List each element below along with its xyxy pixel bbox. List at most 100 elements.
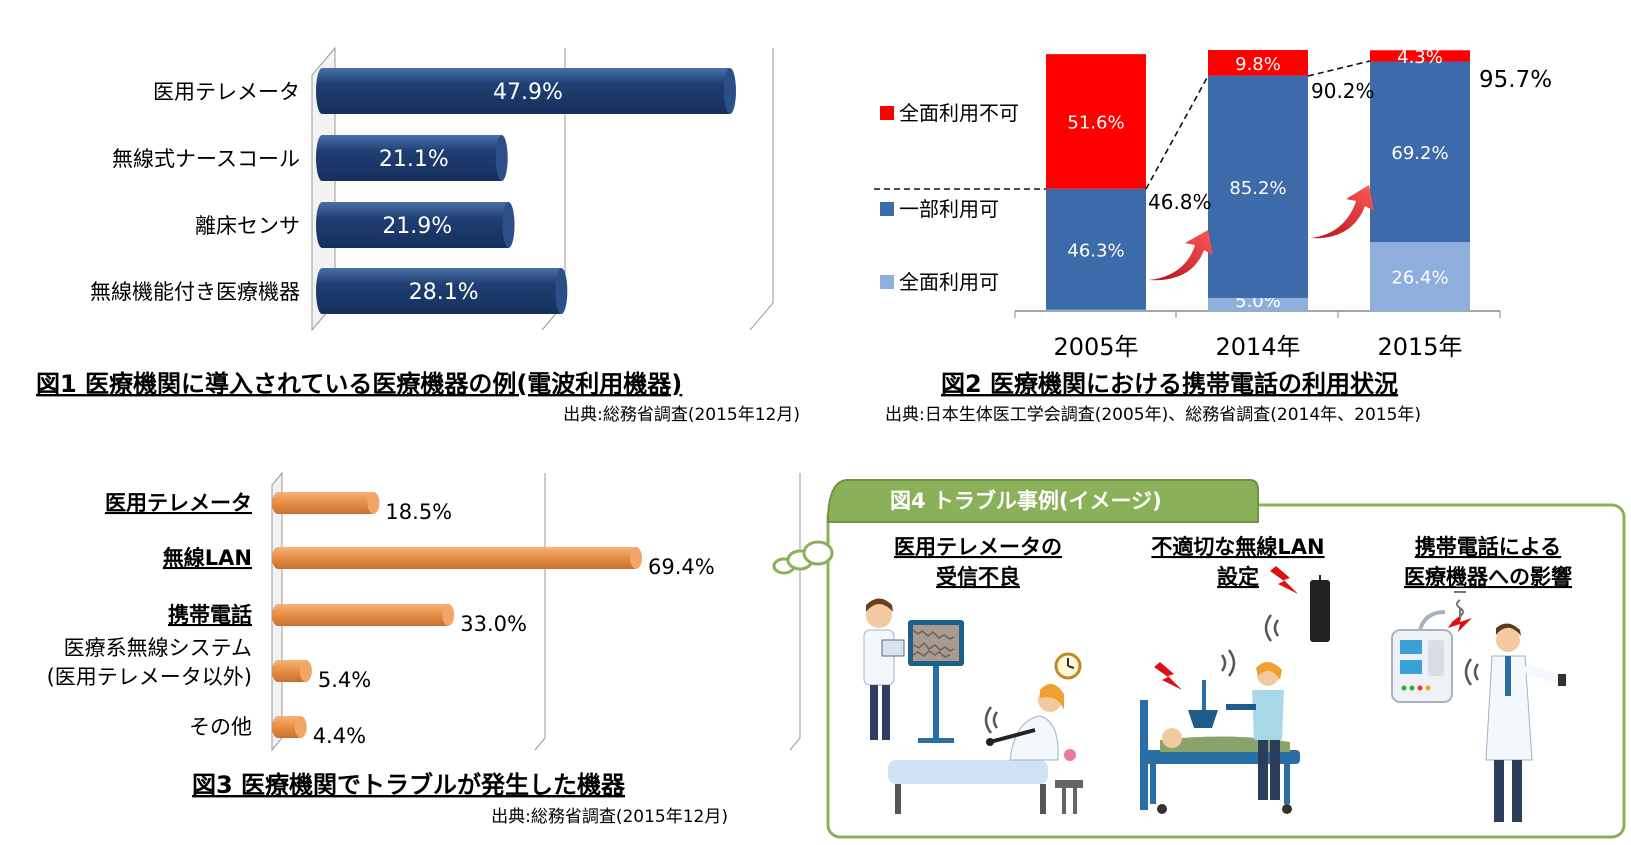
- fig2-bar-segment: [1370, 61, 1470, 243]
- router-icon: [1310, 575, 1330, 642]
- fig2-value-label: 69.2%: [1391, 143, 1448, 164]
- fig1-bar-body: [322, 68, 730, 114]
- monitor-illustration: [908, 620, 964, 743]
- fig2-growth-arrow: [1310, 185, 1374, 239]
- speech-bubble-icon: [772, 540, 834, 575]
- technician-illustration: [1226, 661, 1284, 800]
- fig1-bar-end-cap: [555, 268, 568, 314]
- fig3-bar-body: [278, 547, 636, 569]
- fig3-bar: [272, 716, 307, 738]
- fig1-bar-start-cap: [316, 135, 328, 181]
- fig3-value-label: 4.4%: [313, 724, 366, 748]
- fig3-source: 出典:総務省調査(2015年12月): [491, 807, 728, 827]
- fig2-legend-swatch: [880, 106, 894, 120]
- clock-icon: [1054, 652, 1082, 680]
- fig3-value-label: 33.0%: [460, 612, 527, 636]
- fig3-bar: [272, 547, 642, 569]
- fig3-bar-start-cap: [272, 604, 284, 626]
- signal-waves-icon: [1220, 614, 1280, 677]
- fig3-bar-end-cap: [299, 660, 312, 682]
- fig1-value-label: 21.9%: [382, 214, 452, 239]
- fig1-bar-end-cap: [502, 202, 515, 248]
- fig2-bar-segment: [1370, 242, 1470, 311]
- fig3-bar-end-cap: [442, 604, 455, 626]
- fig2-dashed-guide: [1307, 60, 1371, 77]
- fig1-category-label: 離床センサ: [195, 214, 300, 238]
- fig3-bar-start-cap: [272, 547, 284, 569]
- fig2-chart: 0.5%46.3%51.6%2005年5.0%85.2%9.8%2014年26.…: [874, 47, 1552, 361]
- fig2-legend-label: 全面利用不可: [899, 101, 1019, 125]
- fig2-annotation: 46.8%: [1148, 190, 1212, 214]
- fig1-bar: [316, 202, 515, 248]
- fig2-value-label: 51.6%: [1067, 113, 1124, 134]
- fig3-bar-body: [278, 492, 374, 514]
- fig1-category-label: 医用テレメータ: [153, 80, 300, 104]
- fig2-annotation: 95.7%: [1479, 67, 1552, 93]
- fig1-category-label: 無線機能付き医療機器: [90, 280, 300, 304]
- fig4-title-tab: [826, 479, 1259, 523]
- fig2-value-label: 26.4%: [1391, 268, 1448, 289]
- fig1-value-label: 47.9%: [493, 80, 563, 105]
- fig4-title: 図4 トラブル事例(イメージ): [890, 489, 1162, 513]
- fig2-bar-segment: [1046, 54, 1146, 189]
- fig1-bar-start-cap: [316, 68, 328, 114]
- fig2-bar-segment: [1046, 309, 1146, 311]
- fig3-category-label: 医療系無線システム: [64, 636, 252, 660]
- fig3-caption: 図3 医療機関でトラブルが発生した機器: [192, 771, 626, 799]
- fig4-case-line: 設定: [1217, 565, 1259, 589]
- fig2-annotation: 90.2%: [1311, 79, 1375, 103]
- fig3-value-label: 5.4%: [318, 668, 371, 692]
- fig1-value-label: 28.1%: [409, 280, 479, 305]
- fig2-legend-swatch: [880, 202, 894, 216]
- fig3-grid-line: [534, 737, 546, 751]
- fig2-caption: 図2 医療機関における携帯電話の利用状況: [941, 370, 1398, 398]
- fig2-bar-segment: [1208, 297, 1308, 311]
- fig3-value-label: 18.5%: [385, 500, 452, 524]
- fig2-bar-segment: [1046, 188, 1146, 310]
- fig3-bar-start-cap: [272, 492, 284, 514]
- fig1-bar-start-cap: [316, 202, 328, 248]
- fig1-chart: 47.9% 医用テレメータ 21.1% 無線式ナースコール 21.9% 離床センサ 28.1…: [90, 46, 774, 332]
- fig3-bar: [272, 604, 455, 626]
- fig4-case: 携帯電話による 医療機器への影響: [1404, 535, 1572, 589]
- fig4-case-line: 受信不良: [936, 565, 1020, 589]
- fig1-grid-line: [749, 302, 774, 331]
- fig3-category-label: 無線LAN: [163, 546, 252, 570]
- fig2-legend-label: 全面利用可: [899, 270, 999, 294]
- fig1-category-label: 無線式ナースコール: [112, 147, 300, 171]
- nurse-with-clipboard-illustration: [863, 598, 905, 740]
- doctor-with-phone-illustration: [1485, 623, 1566, 822]
- fig3-category-label: 医用テレメータ: [105, 491, 252, 515]
- fig3-chart: 18.5% 医用テレメータ 69.4% 無線LAN 33.0% 携帯電話 5.4% 医療系無線…: [47, 471, 801, 752]
- fig2-value-label: 46.3%: [1067, 240, 1124, 261]
- fig3-bar-body: [278, 604, 449, 626]
- fig2-growth-arrow: [1148, 230, 1213, 281]
- fig2-category-label: 2015年: [1377, 333, 1462, 361]
- fig2-bar-segment: [1370, 50, 1470, 62]
- fig4-case-line: 医療機器への影響: [1404, 565, 1572, 589]
- fig1-bar-start-cap: [316, 268, 328, 314]
- fig1-bar-body: [322, 135, 502, 181]
- fig3-bar-body: [278, 716, 301, 738]
- fig3-bar: [272, 492, 380, 514]
- fig3-bar-body: [278, 660, 306, 682]
- fig3-bar-end-cap: [630, 547, 642, 569]
- fig2-value-label: 4.3%: [1397, 47, 1443, 68]
- fig4-case-line: 携帯電話による: [1415, 535, 1561, 559]
- fig3-value-label: 69.4%: [648, 555, 715, 579]
- fig2-category-label: 2005年: [1053, 333, 1138, 361]
- fig1-bar-end-cap: [724, 68, 736, 114]
- fig2-legend-label: 一部利用可: [899, 197, 999, 221]
- fig4-case-line: 不適切な無線LAN: [1151, 535, 1324, 559]
- fig2-bar-segment: [1208, 50, 1308, 76]
- signal-waves-icon: [1464, 658, 1480, 686]
- fig1-bar-body: [322, 202, 509, 248]
- fig2-value-label: 85.2%: [1229, 178, 1286, 199]
- patient-in-bed-illustration: [888, 683, 1083, 814]
- fig2-source: 出典:日本生体医工学会調査(2005年)、総務省調査(2014年、2015年): [885, 405, 1421, 425]
- fig3-category-label: (医用テレメータ以外): [47, 665, 252, 689]
- fig4-case: 不適切な無線LAN 設定: [1151, 535, 1324, 589]
- fig4-illustration: 図4 トラブル事例(イメージ) 医用テレメータの 受信不良 不適切な無線LAN …: [772, 479, 1626, 839]
- fig3-bar-start-cap: [272, 716, 284, 738]
